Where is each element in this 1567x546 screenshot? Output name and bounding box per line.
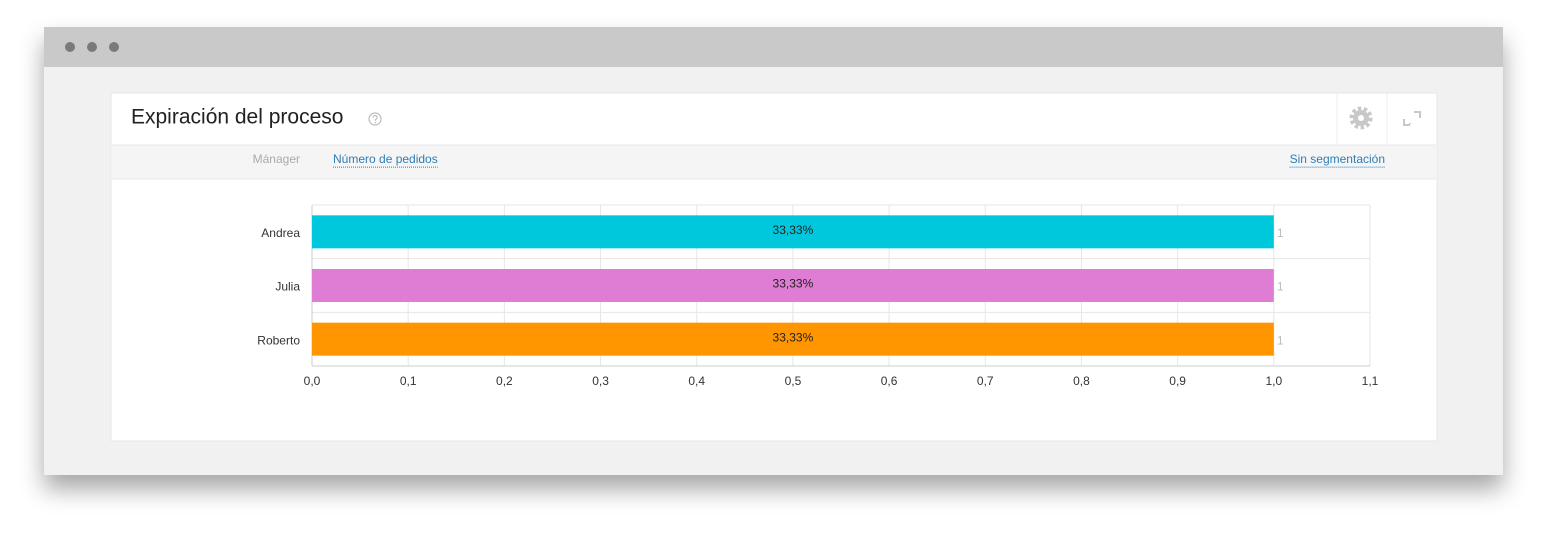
help-icon[interactable] (368, 112, 382, 126)
title-bar (44, 27, 1503, 67)
x-tick-label: 1,0 (1265, 374, 1282, 388)
y-tick-label: Andrea (261, 226, 300, 240)
y-tick-label: Roberto (257, 333, 300, 347)
x-tick-label: 0,3 (592, 374, 609, 388)
x-tick-label: 0,0 (304, 374, 321, 388)
expand-button[interactable] (1403, 111, 1421, 126)
settings-button[interactable] (1349, 106, 1373, 130)
x-tick-label: 0,2 (496, 374, 513, 388)
bar-chart: 0,0 0,1 0,2 0,3 0,4 0,5 0,6 0,7 0,8 0,9 1,0 1,1 Andr… (257, 204, 1379, 388)
x-tick-label: 0,5 (785, 374, 802, 388)
widget-title: Expiración del proceso (131, 106, 343, 129)
x-tick-label: 0,1 (400, 374, 417, 388)
segmentation-selector[interactable]: Sin segmentación (1290, 152, 1385, 166)
metric-selector[interactable]: Número de pedidos (333, 152, 438, 166)
window-dot (87, 42, 97, 52)
window-dot (109, 42, 119, 52)
dimension-label: Mánager (253, 152, 300, 166)
x-tick-label: 0,7 (977, 374, 994, 388)
bar (312, 322, 1274, 356)
x-tick-label: 0,4 (688, 374, 705, 388)
share-label: 33,33% (773, 330, 814, 344)
widget: Expiración del proceso Mánager Número de… (110, 92, 1438, 442)
value-label: 1 (1277, 226, 1284, 240)
window-dot (65, 42, 75, 52)
bar (312, 269, 1274, 302)
value-label: 1 (1277, 280, 1284, 294)
x-tick-label: 0,6 (881, 374, 898, 388)
value-label: 1 (1277, 333, 1284, 347)
share-label: 33,33% (773, 277, 814, 291)
x-tick-label: 0,8 (1073, 374, 1090, 388)
share-label: 33,33% (773, 223, 814, 237)
x-tick-label: 0,9 (1169, 374, 1186, 388)
bar (312, 215, 1274, 249)
y-tick-label: Julia (275, 280, 300, 294)
x-tick-label: 1,1 (1362, 374, 1379, 388)
toolbar (112, 145, 1436, 179)
